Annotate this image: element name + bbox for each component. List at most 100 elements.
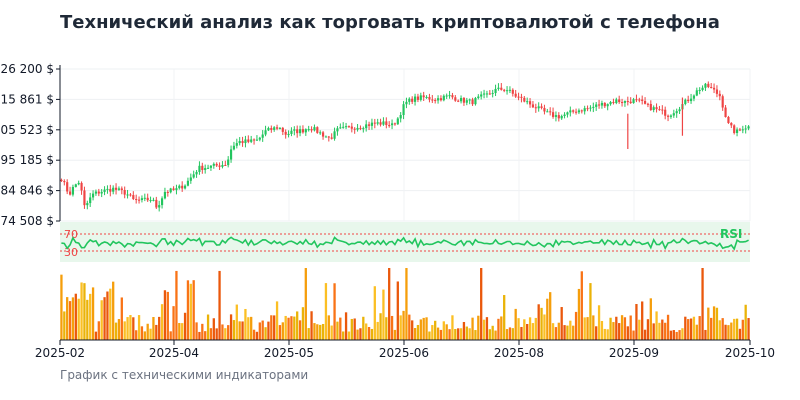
candle-body (574, 111, 578, 113)
candle-body (462, 97, 466, 103)
volume-bar (592, 315, 595, 340)
rsi-background (60, 222, 750, 262)
volume-bar (80, 282, 83, 340)
candle-body (209, 165, 213, 168)
candle-body (439, 98, 443, 101)
volume-bar (580, 271, 583, 340)
volume-bar (327, 315, 330, 340)
candle-body (109, 188, 112, 192)
volume-bar (563, 325, 566, 340)
candle-body (293, 129, 296, 131)
volume-bar (551, 323, 555, 340)
volume-bar (100, 300, 103, 340)
candle-body (198, 165, 201, 172)
candle-body (546, 111, 549, 113)
candle-body (537, 106, 540, 109)
candle-body (298, 129, 302, 134)
candle-body (304, 129, 307, 133)
candle-body (528, 101, 532, 105)
chart-subtitle: График с техническими индикаторами (60, 368, 309, 382)
volume-bar (675, 331, 678, 340)
candle-body (232, 145, 236, 150)
volume-bar (735, 318, 739, 340)
candle-body (646, 103, 650, 105)
volume-bar (235, 304, 238, 340)
volume-bar (635, 304, 638, 340)
y-tick-label: 184 846 $ (0, 184, 54, 198)
candle-body (669, 115, 673, 117)
volume-bar (362, 316, 365, 340)
y-tick-label: 205 523 $ (0, 123, 54, 137)
volume-bar (511, 328, 514, 340)
volume-bar (589, 283, 592, 340)
volume-bar (497, 318, 500, 340)
volume-bar (531, 323, 535, 340)
volume-bar (149, 328, 152, 340)
volume-bar (238, 321, 241, 340)
volume-bar (399, 315, 402, 340)
volume-bar (137, 315, 141, 340)
candle-body (416, 96, 420, 100)
volume-bar (445, 324, 448, 340)
volume-bar (669, 330, 673, 340)
candle-body (327, 136, 330, 138)
volume-bar (600, 320, 604, 340)
volume-bar (626, 326, 629, 340)
volume-bar (278, 325, 282, 340)
x-tick-label: 2025-09 (609, 346, 659, 360)
candle-body (563, 114, 566, 117)
volume-bar (227, 325, 230, 340)
volume-bar (687, 319, 690, 340)
volume-bar (646, 319, 650, 340)
candle-body (344, 126, 348, 128)
candle-body (727, 117, 730, 123)
candle-body (206, 167, 210, 169)
volume-bar (678, 330, 681, 340)
volume-bar (586, 317, 589, 340)
candle-body (229, 149, 233, 160)
candle-body (301, 129, 305, 133)
candle-body (744, 128, 747, 130)
candle-body (123, 190, 126, 195)
volume-bar (201, 323, 204, 340)
volume-bar (250, 316, 253, 340)
candle-body (451, 95, 454, 98)
candle-body (192, 174, 195, 178)
candle-body (336, 128, 339, 132)
x-tick-label: 2025-10 (725, 346, 775, 360)
candle-body (166, 191, 169, 193)
candle-body (494, 88, 497, 94)
volume-bar (74, 293, 77, 340)
candle-body (273, 127, 276, 130)
volume-bar (738, 328, 742, 340)
candle-body (715, 89, 719, 94)
volume-bar (114, 322, 118, 340)
volume-bar (583, 317, 586, 340)
volume-bar (442, 321, 445, 340)
candle-body (218, 165, 221, 167)
candle-body (106, 188, 109, 190)
candle-body (517, 96, 520, 98)
candle-body (641, 99, 644, 101)
volume-bar (402, 310, 405, 340)
volume-bar (106, 291, 109, 340)
candle-body (296, 129, 299, 134)
volume-bar (488, 329, 491, 340)
candle-body (60, 179, 63, 182)
candle-body (675, 111, 678, 114)
candle-body (652, 107, 655, 110)
volume-bar (405, 268, 408, 340)
candle-body (471, 99, 474, 105)
candle-body (480, 94, 483, 97)
candle-body (373, 122, 376, 124)
y-tick-label: 215 861 $ (0, 92, 54, 106)
volume-bar (419, 319, 422, 340)
volume-bar (549, 292, 552, 340)
candle-body (408, 98, 411, 102)
volume-bar (313, 323, 316, 340)
volume-bar (554, 327, 558, 340)
volume-bar (439, 329, 443, 340)
candle-body (399, 115, 402, 119)
candle-body (129, 194, 132, 196)
candle-body (549, 111, 552, 113)
